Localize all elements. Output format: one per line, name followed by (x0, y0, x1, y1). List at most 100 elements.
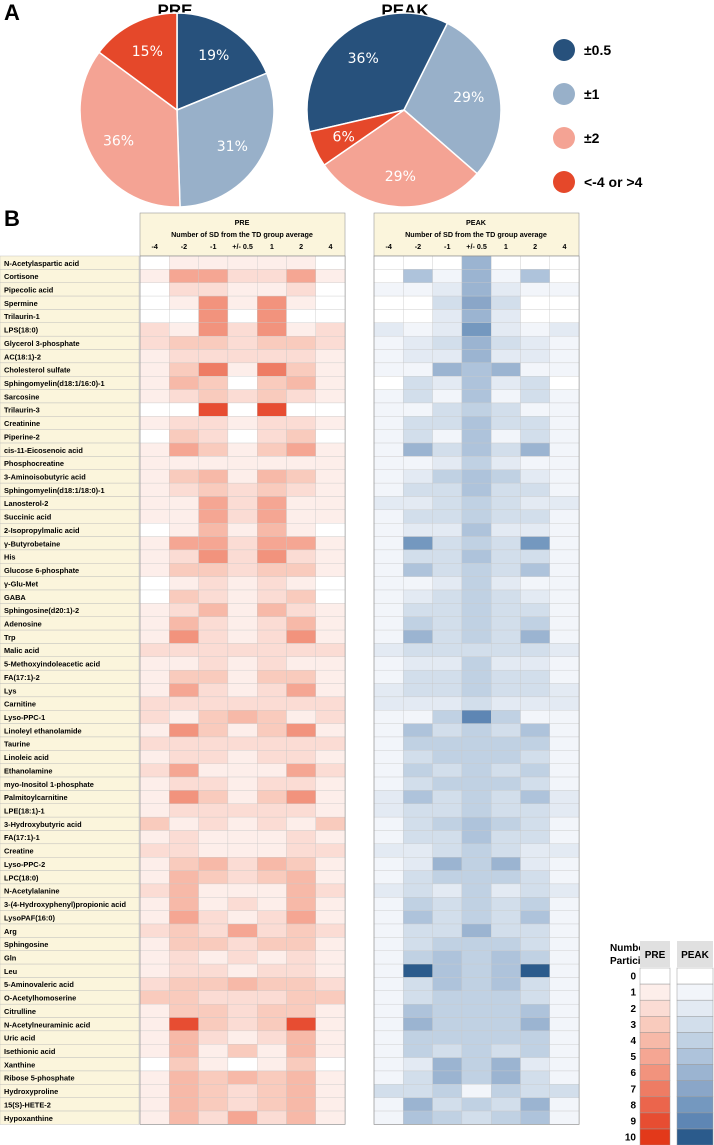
heatmap-cell (432, 1044, 463, 1058)
heatmap-cell (373, 376, 404, 390)
row-label: Isethionic acid (4, 1047, 56, 1056)
pie-slice (323, 109, 479, 208)
heatmap-cell (286, 349, 316, 364)
heatmap-cell (139, 923, 170, 938)
heatmap-cell (139, 897, 170, 911)
heatmap-cell (198, 897, 229, 911)
heatmap-cell (520, 1044, 550, 1058)
heatmap-cell (139, 589, 170, 604)
heatmap-cell (257, 523, 287, 537)
heatmap-cell (520, 857, 550, 871)
heatmap-cell (549, 469, 580, 484)
heatmap-cell (315, 549, 346, 564)
heatmap-cell (491, 963, 521, 978)
heatmap-cell (198, 309, 229, 323)
heatmap-cell (432, 1070, 463, 1085)
heatmap-cell (403, 963, 433, 978)
scale-swatch-peak (676, 967, 714, 985)
heatmap-cell (257, 402, 287, 417)
heatmap-cell (227, 763, 258, 778)
heatmap-cell (373, 897, 404, 911)
scale-level-label: 7 (630, 1084, 636, 1095)
heatmap-cell (520, 710, 550, 724)
heatmap-cell (520, 589, 550, 604)
heatmap-cell (520, 456, 550, 470)
heatmap-cell (461, 843, 492, 858)
heatmap-cell (315, 295, 346, 310)
heatmap-cell (169, 710, 199, 724)
heatmap-cell (315, 857, 346, 871)
heatmap-border (139, 255, 346, 1125)
heatmap-cell (461, 963, 492, 978)
heatmap-cell (139, 790, 170, 804)
heatmap-cell (432, 429, 463, 444)
heatmap-cell (257, 549, 287, 564)
heatmap-cell (373, 643, 404, 657)
row-label: LPS(18:0) (4, 326, 39, 335)
heatmap-cell (549, 723, 580, 738)
heatmap-cell (373, 790, 404, 804)
heatmap-cell (227, 603, 258, 617)
heatmap-cell (169, 1003, 199, 1018)
heatmap-cell (432, 963, 463, 978)
heatmap-cell (549, 549, 580, 564)
heatmap-cell (257, 1017, 287, 1032)
heatmap-cell (315, 816, 346, 831)
heatmap-cell (198, 1070, 229, 1085)
heatmap-cell (286, 456, 316, 470)
row-label: γ-Glu-Met (4, 579, 39, 588)
heatmap-cell (198, 843, 229, 858)
heatmap-cell (549, 1057, 580, 1072)
heatmap-cell (227, 1003, 258, 1018)
heatmap-cell (403, 629, 433, 644)
scale-swatch-peak (676, 1080, 714, 1098)
scale-level-label: 6 (630, 1068, 636, 1079)
heatmap-cell (198, 1057, 229, 1072)
heatmap-cell (520, 816, 550, 831)
heatmap-cell (520, 776, 550, 791)
heatmap-cell (315, 335, 346, 350)
heatmap-peak (373, 255, 580, 1125)
heatmap-cell (286, 656, 316, 671)
heatmap-cell (373, 362, 404, 377)
heatmap-cell (198, 349, 229, 364)
heatmap-cell (432, 536, 463, 551)
heatmap-cell (169, 269, 199, 283)
heatmap-cell (257, 1057, 287, 1072)
heatmap-cell (432, 549, 463, 564)
heatmap-cell (549, 910, 580, 925)
heatmap-cell (257, 763, 287, 778)
heatmap-cell (198, 362, 229, 377)
heatmap-cell (461, 282, 492, 297)
heatmap-cell (286, 750, 316, 764)
heatmap-cell (198, 1003, 229, 1018)
heatmap-cell (373, 282, 404, 297)
heatmap-cell (169, 990, 199, 1005)
heatmap-cell (461, 549, 492, 564)
heatmap-cell (403, 549, 433, 564)
heatmap-cell (403, 883, 433, 898)
heatmap-cell (227, 282, 258, 297)
heatmap-cell (286, 589, 316, 604)
heatmap-cell (198, 269, 229, 283)
heatmap-cell (549, 1030, 580, 1045)
heatmap-cell (549, 376, 580, 390)
heatmap-cell (403, 923, 433, 938)
heatmap-cell (227, 589, 258, 604)
heatmap-cell (520, 803, 550, 818)
heatmap-cell (257, 897, 287, 911)
heatmap-cell (403, 389, 433, 404)
legend-swatch (553, 171, 575, 193)
heatmap-cell (198, 563, 229, 577)
heatmap-cell (286, 563, 316, 577)
heatmap-cell (227, 469, 258, 484)
heatmap-cell (286, 736, 316, 751)
heatmap-cell (549, 1070, 580, 1085)
heatmap-cell (520, 910, 550, 925)
heatmap-cell (520, 790, 550, 804)
heatmap-cell (315, 429, 346, 444)
row-label: Phosphocreatine (4, 459, 64, 468)
heatmap-cell (257, 870, 287, 885)
heatmap-cell (169, 295, 199, 310)
heatmap-cell (432, 763, 463, 778)
